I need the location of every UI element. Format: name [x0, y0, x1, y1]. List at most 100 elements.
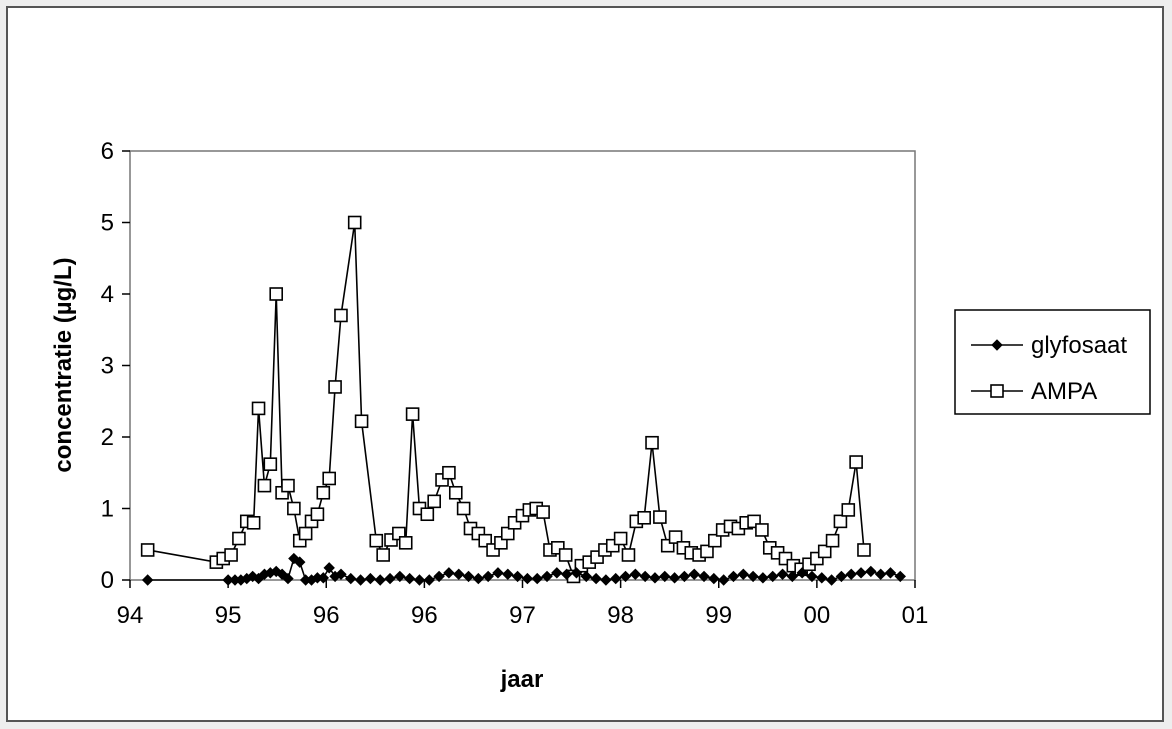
glyfosaat-point: [816, 572, 828, 584]
glyfosaat-point: [619, 570, 632, 583]
ampa-point: [668, 530, 683, 544]
glyfosaat-point: [413, 574, 426, 586]
glyfosaat-point: [796, 567, 808, 579]
ampa-point: [328, 380, 342, 394]
ampa-point: [269, 287, 284, 301]
ampa-point: [298, 526, 313, 541]
ampa-point: [398, 536, 413, 550]
x-tick-label: 99: [705, 602, 732, 629]
glyfosaat-point: [835, 570, 848, 583]
glyfosaat-point: [698, 570, 710, 583]
ampa-point: [700, 544, 714, 559]
ampa-point: [427, 494, 441, 509]
x-tick-label: 96: [411, 602, 438, 629]
glyfosaat-point: [629, 568, 642, 580]
glyfosaat-point: [462, 570, 475, 583]
y-tick-label: 4: [101, 281, 114, 308]
ampa-point: [448, 485, 463, 500]
glyfosaat-point: [502, 568, 514, 580]
ampa-point: [347, 215, 362, 230]
glyfosaat-point: [482, 570, 494, 583]
glyfosaat-point: [453, 568, 465, 580]
legend-glyfosaat-label: glyfosaat: [1031, 332, 1127, 359]
glyfosaat-point: [345, 572, 357, 585]
ampa-point: [322, 471, 336, 486]
ampa-point: [653, 510, 667, 524]
glyfosaat-point: [757, 572, 769, 584]
series-ampa: [140, 215, 871, 584]
glyfosaat-point: [294, 556, 306, 568]
ampa-point: [558, 548, 573, 562]
glyfosaat-point: [364, 572, 377, 585]
ampa-point: [817, 544, 832, 559]
glyfosaat-point: [335, 568, 347, 580]
glyfosaat-point: [727, 570, 740, 583]
ampa-point: [246, 515, 261, 530]
glyfosaat-point: [317, 572, 330, 584]
glyfosaat-point: [825, 574, 838, 586]
glyfosaat-point: [600, 574, 612, 586]
glyfosaat-point: [472, 572, 485, 585]
ampa-point: [140, 543, 155, 557]
ampa-point: [376, 548, 390, 562]
glyfosaat-point: [845, 568, 857, 580]
legend-ampa-label: AMPA: [1031, 378, 1097, 405]
x-axis: 94 95 96 96 97 98 99 00 01: [117, 580, 928, 629]
glyfosaat-point: [141, 574, 154, 586]
glyfosaat-point: [323, 562, 335, 574]
ampa-point: [621, 548, 636, 562]
y-tick-label: 3: [101, 353, 114, 380]
ampa-point: [536, 505, 550, 519]
glyfosaat-point: [678, 570, 691, 583]
y-axis-title: concentratie (µg/L): [50, 257, 77, 472]
glyfosaat-point: [394, 570, 406, 583]
glyfosaat-point: [511, 570, 524, 583]
y-tick-label: 1: [101, 496, 114, 523]
glyfosaat-point: [354, 574, 367, 586]
y-tick-label: 0: [101, 567, 114, 594]
glyfosaat-point: [688, 568, 700, 580]
ampa-point: [281, 478, 295, 493]
x-axis-title: jaar: [500, 666, 544, 693]
ampa-point: [287, 501, 301, 516]
glyfosaat-point: [531, 572, 543, 585]
glyfosaat-point: [884, 567, 897, 579]
glyfosaat-point: [423, 574, 435, 586]
glyfosaat-point: [282, 572, 294, 585]
glyfosaat-point: [737, 568, 749, 580]
y-tick-label: 6: [101, 138, 114, 165]
ampa-point: [263, 457, 278, 471]
glyfosaat-point: [659, 570, 671, 583]
glyfosaat-point: [580, 570, 592, 583]
glyfosaat-point: [443, 567, 455, 579]
glyfosaat-point: [786, 570, 799, 583]
ampa-point: [442, 465, 456, 480]
glyfosaat-point: [384, 572, 396, 585]
ampa-point: [645, 435, 659, 450]
glyfosaat-point: [865, 565, 877, 578]
glyfosaat-point: [570, 567, 583, 579]
ampa-point: [857, 543, 871, 557]
ampa-point: [232, 531, 246, 546]
y-tick-label: 2: [101, 424, 114, 451]
legend-ampa-marker: [990, 384, 1004, 398]
ampa-point: [841, 503, 856, 517]
glyfosaat-point: [747, 570, 759, 583]
glyfosaat-point: [639, 570, 651, 583]
ampa-point: [833, 514, 848, 529]
glyfosaat-point: [767, 570, 779, 583]
ampa-point: [825, 533, 840, 548]
x-tick-label: 00: [804, 602, 831, 629]
ampa-point: [456, 501, 471, 516]
glyfosaat-point: [717, 574, 730, 586]
glyfosaat-point: [776, 568, 789, 580]
ampa-point: [637, 510, 651, 525]
ampa-point: [369, 533, 384, 548]
ampa-point: [849, 455, 863, 469]
glyfosaat-point: [708, 572, 720, 585]
ampa-point: [708, 533, 722, 548]
x-tick-label: 97: [509, 602, 536, 629]
series-layer: [140, 215, 906, 586]
